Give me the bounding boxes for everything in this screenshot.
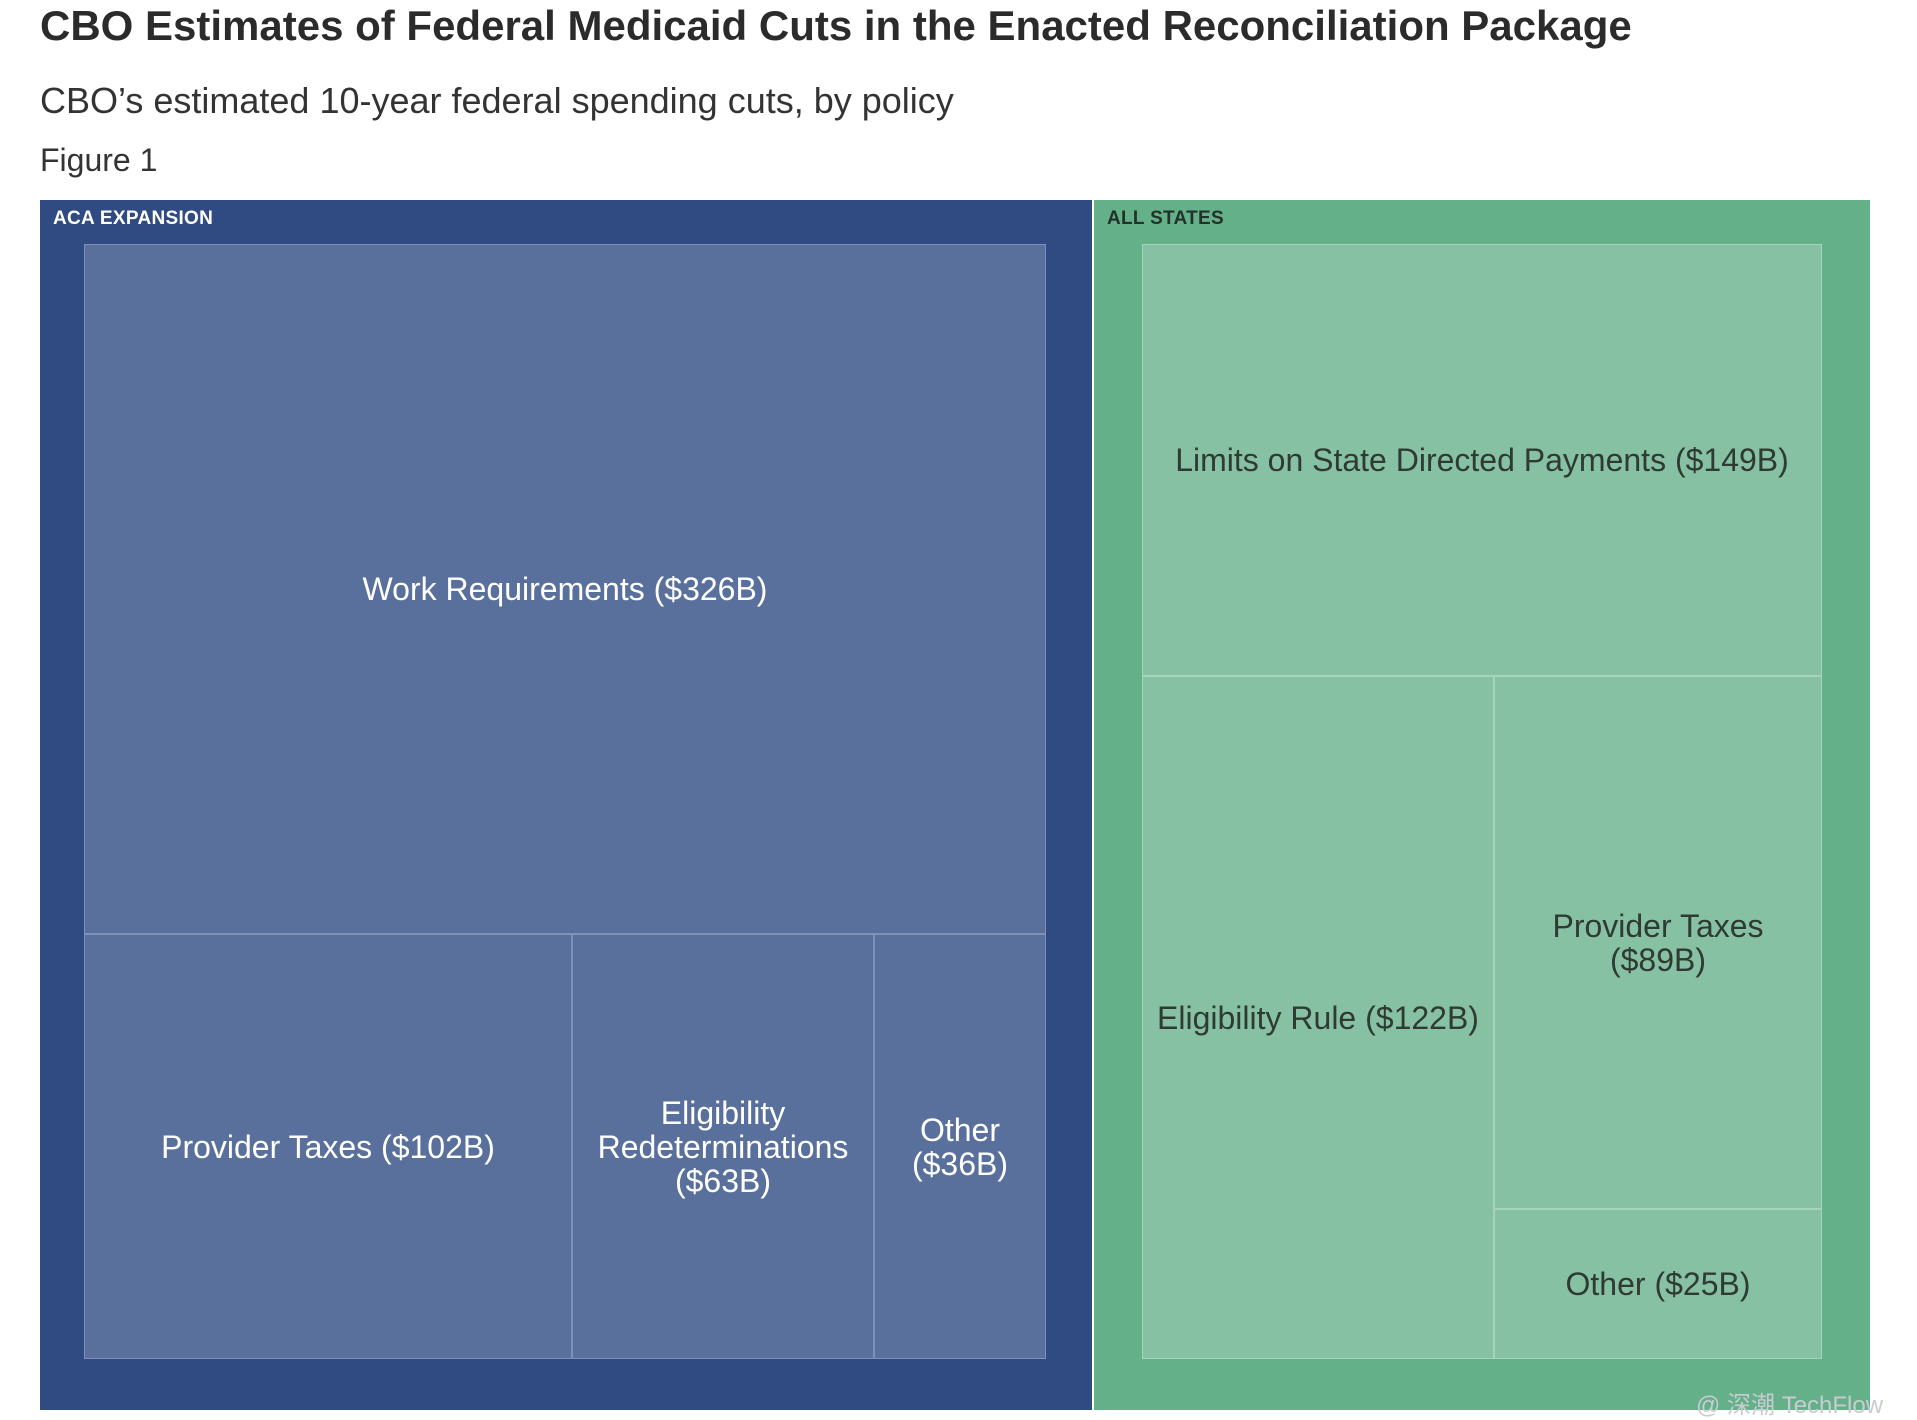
treemap-tile-work-requirements[interactable]: Work Requirements ($326B) bbox=[84, 244, 1046, 934]
treemap-tile-other[interactable]: Other ($25B) bbox=[1494, 1209, 1822, 1359]
treemap-tile-label: Eligibility Redeterminations ($63B) bbox=[597, 1094, 849, 1199]
treemap-tile-label: Provider Taxes ($89B) bbox=[1552, 907, 1764, 978]
treemap-group-all-states: ALL STATES Limits on State Directed Payme… bbox=[1094, 200, 1870, 1410]
treemap-tile-other[interactable]: Other ($36B) bbox=[874, 934, 1046, 1359]
treemap-group-label: ACA EXPANSION bbox=[53, 208, 214, 229]
treemap-tile-limits-on-state-directed-payments[interactable]: Limits on State Directed Payments ($149B… bbox=[1142, 244, 1822, 676]
treemap-group-label: ALL STATES bbox=[1107, 208, 1224, 229]
treemap-tile-label: Provider Taxes ($102B) bbox=[161, 1128, 495, 1165]
treemap-tile-label: Limits on State Directed Payments ($149B… bbox=[1175, 442, 1789, 478]
watermark-text: @ 深潮 TechFlow bbox=[1696, 1392, 1884, 1419]
treemap-group-aca-expansion: ACA EXPANSION Work Requirements ($326B) Pr… bbox=[40, 200, 1092, 1410]
treemap-tile-provider-taxes[interactable]: Provider Taxes ($102B) bbox=[84, 934, 572, 1359]
treemap-tile-label: Eligibility Rule ($122B) bbox=[1157, 999, 1479, 1036]
treemap-tile-eligibility-rule[interactable]: Eligibility Rule ($122B) bbox=[1142, 676, 1494, 1359]
treemap-tile-eligibility-redeterminations[interactable]: Eligibility Redeterminations ($63B) bbox=[572, 934, 874, 1359]
chart-title: CBO Estimates of Federal Medicaid Cuts i… bbox=[40, 2, 1632, 49]
treemap-tile-label: Other ($36B) bbox=[911, 1111, 1009, 1182]
treemap-tile-label: Work Requirements ($326B) bbox=[362, 571, 768, 607]
figure-label: Figure 1 bbox=[40, 142, 158, 178]
chart-subtitle: CBO’s estimated 10-year federal spending… bbox=[40, 80, 954, 121]
treemap-tile-label: Other ($25B) bbox=[1565, 1266, 1751, 1302]
treemap-tile-provider-taxes[interactable]: Provider Taxes ($89B) bbox=[1494, 676, 1822, 1209]
